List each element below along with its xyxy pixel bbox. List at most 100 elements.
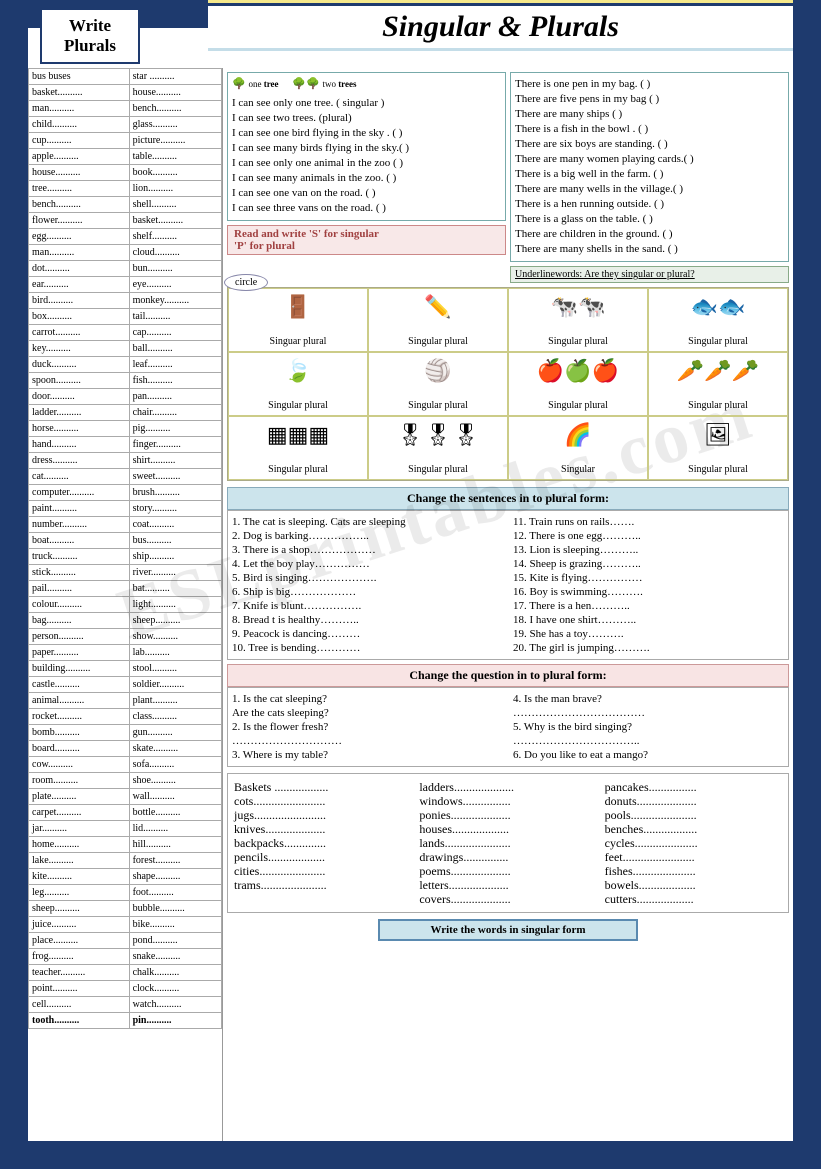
- word-cell[interactable]: ship..........: [129, 549, 221, 565]
- list-item[interactable]: windows................: [419, 794, 596, 808]
- word-cell[interactable]: shirt..........: [129, 453, 221, 469]
- word-cell[interactable]: paper..........: [29, 645, 130, 661]
- circle-cell[interactable]: 🍃Singular plural: [228, 352, 368, 416]
- list-item[interactable]: 4. Is the man brave?: [513, 692, 784, 706]
- exercise-line[interactable]: I can see only one animal in the zoo ( ): [232, 156, 501, 171]
- word-cell[interactable]: duck..........: [29, 357, 130, 373]
- word-cell[interactable]: lion..........: [129, 181, 221, 197]
- word-cell[interactable]: plant..........: [129, 693, 221, 709]
- list-item[interactable]: 1. The cat is sleeping. Cats are sleepin…: [232, 515, 503, 529]
- word-cell[interactable]: ear..........: [29, 277, 130, 293]
- list-item[interactable]: lands......................: [419, 836, 596, 850]
- circle-cell[interactable]: ✏️Singular plural: [368, 288, 508, 352]
- exercise-line[interactable]: I can see one van on the road. ( ): [232, 186, 501, 201]
- word-cell[interactable]: table..........: [129, 149, 221, 165]
- word-cell[interactable]: leaf..........: [129, 357, 221, 373]
- word-cell[interactable]: point..........: [29, 981, 130, 997]
- word-cell[interactable]: coat..........: [129, 517, 221, 533]
- list-item[interactable]: 14. Sheep is grazing………..: [513, 557, 784, 571]
- word-cell[interactable]: pail..........: [29, 581, 130, 597]
- list-item[interactable]: pools......................: [605, 808, 782, 822]
- word-cell[interactable]: box..........: [29, 309, 130, 325]
- list-item[interactable]: 8. Bread t is healthy………..: [232, 613, 503, 627]
- word-cell[interactable]: lake..........: [29, 853, 130, 869]
- word-cell[interactable]: jar..........: [29, 821, 130, 837]
- word-cell[interactable]: computer..........: [29, 485, 130, 501]
- word-cell[interactable]: tree..........: [29, 181, 130, 197]
- exercise-line[interactable]: I can see two trees. (plural): [232, 111, 501, 126]
- list-item[interactable]: knives....................: [234, 822, 411, 836]
- word-cell[interactable]: place..........: [29, 933, 130, 949]
- word-cell[interactable]: house..........: [29, 165, 130, 181]
- list-item[interactable]: 12. There is one egg………..: [513, 529, 784, 543]
- exercise-line[interactable]: I can see many birds flying in the sky.(…: [232, 141, 501, 156]
- word-cell[interactable]: basket..........: [129, 213, 221, 229]
- word-cell[interactable]: star ..........: [129, 69, 221, 85]
- word-cell[interactable]: dress..........: [29, 453, 130, 469]
- list-item[interactable]: trams......................: [234, 878, 411, 892]
- word-cell[interactable]: house..........: [129, 85, 221, 101]
- exercise-line[interactable]: There are many ships ( ): [515, 107, 784, 122]
- list-item[interactable]: ……………………………..: [513, 734, 784, 748]
- word-cell[interactable]: bag..........: [29, 613, 130, 629]
- circle-cell[interactable]: 🚪Singuar plural: [228, 288, 368, 352]
- list-item[interactable]: 13. Lion is sleeping………..: [513, 543, 784, 557]
- word-cell[interactable]: skate..........: [129, 741, 221, 757]
- word-cell[interactable]: teacher..........: [29, 965, 130, 981]
- exercise-line[interactable]: There are five pens in my bag ( ): [515, 92, 784, 107]
- word-cell[interactable]: home..........: [29, 837, 130, 853]
- word-cell[interactable]: hand..........: [29, 437, 130, 453]
- word-cell[interactable]: sheep..........: [29, 901, 130, 917]
- word-cell[interactable]: book..........: [129, 165, 221, 181]
- circle-cell[interactable]: 🖼Singular plural: [648, 416, 788, 480]
- word-cell[interactable]: pond..........: [129, 933, 221, 949]
- exercise-line[interactable]: There are six boys are standing. ( ): [515, 137, 784, 152]
- circle-cell[interactable]: 🌈Singular: [508, 416, 648, 480]
- list-item[interactable]: ………………………………: [513, 706, 784, 720]
- list-item[interactable]: 9. Peacock is dancing………: [232, 627, 503, 641]
- list-item[interactable]: 18. I have one shirt………..: [513, 613, 784, 627]
- word-cell[interactable]: bird..........: [29, 293, 130, 309]
- circle-cell[interactable]: 🎖🎖🎖Singular plural: [368, 416, 508, 480]
- word-cell[interactable]: finger..........: [129, 437, 221, 453]
- exercise-line[interactable]: There is a glass on the table. ( ): [515, 212, 784, 227]
- exercise-line[interactable]: There are many women playing cards.( ): [515, 152, 784, 167]
- list-item[interactable]: covers....................: [419, 892, 596, 906]
- circle-cell[interactable]: 🏐Singular plural: [368, 352, 508, 416]
- word-cell[interactable]: chalk..........: [129, 965, 221, 981]
- word-cell[interactable]: shoe..........: [129, 773, 221, 789]
- word-cell[interactable]: boat..........: [29, 533, 130, 549]
- list-item[interactable]: drawings...............: [419, 850, 596, 864]
- word-cell[interactable]: class..........: [129, 709, 221, 725]
- word-cell[interactable]: river..........: [129, 565, 221, 581]
- word-cell[interactable]: light..........: [129, 597, 221, 613]
- word-cell[interactable]: leg..........: [29, 885, 130, 901]
- word-cell[interactable]: sofa..........: [129, 757, 221, 773]
- word-cell[interactable]: board..........: [29, 741, 130, 757]
- word-cell[interactable]: truck..........: [29, 549, 130, 565]
- word-cell[interactable]: lid..........: [129, 821, 221, 837]
- word-cell[interactable]: juice..........: [29, 917, 130, 933]
- list-item[interactable]: 17. There is a hen………..: [513, 599, 784, 613]
- exercise-line[interactable]: There is a big well in the farm. ( ): [515, 167, 784, 182]
- exercise-line[interactable]: I can see many animals in the zoo. ( ): [232, 171, 501, 186]
- word-cell[interactable]: picture..........: [129, 133, 221, 149]
- word-cell[interactable]: pan..........: [129, 389, 221, 405]
- word-cell[interactable]: cat..........: [29, 469, 130, 485]
- word-cell[interactable]: sheep..........: [129, 613, 221, 629]
- word-cell[interactable]: ball..........: [129, 341, 221, 357]
- word-cell[interactable]: kite..........: [29, 869, 130, 885]
- word-cell[interactable]: person..........: [29, 629, 130, 645]
- word-cell[interactable]: bench..........: [29, 197, 130, 213]
- word-cell[interactable]: wall..........: [129, 789, 221, 805]
- circle-cell[interactable]: ▦▦▦Singular plural: [228, 416, 368, 480]
- list-item[interactable]: Are the cats sleeping?: [232, 706, 503, 720]
- list-item[interactable]: ladders....................: [419, 780, 596, 794]
- word-cell[interactable]: flower..........: [29, 213, 130, 229]
- word-cell[interactable]: bun..........: [129, 261, 221, 277]
- list-item[interactable]: 7. Knife is blunt…………….: [232, 599, 503, 613]
- list-item[interactable]: 11. Train runs on rails…….: [513, 515, 784, 529]
- list-item[interactable]: Baskets ..................: [234, 780, 411, 794]
- word-cell[interactable]: cap..........: [129, 325, 221, 341]
- list-item[interactable]: houses...................: [419, 822, 596, 836]
